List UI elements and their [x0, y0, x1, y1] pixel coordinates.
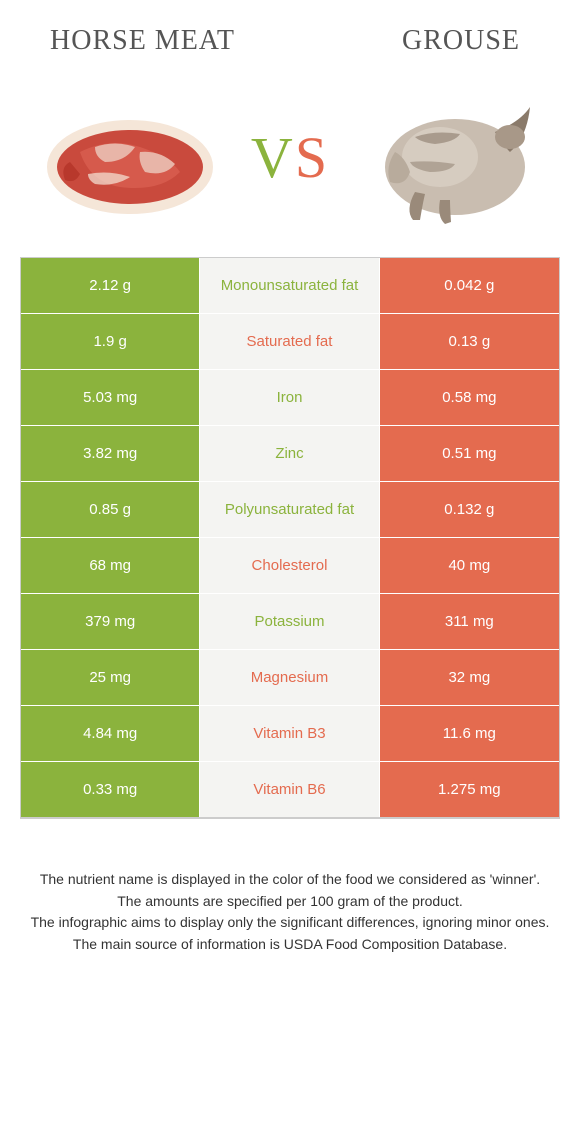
cell-nutrient-label: Monounsaturated fat — [200, 258, 379, 313]
cell-left-value: 68 mg — [21, 538, 200, 593]
cell-right-value: 0.58 mg — [380, 370, 559, 425]
title-right: GROUSE — [402, 25, 520, 57]
cell-left-value: 5.03 mg — [21, 370, 200, 425]
footnotes: The nutrient name is displayed in the co… — [20, 869, 560, 956]
cell-right-value: 0.51 mg — [380, 426, 559, 481]
footnote-line: The nutrient name is displayed in the co… — [20, 869, 560, 891]
table-row: 0.85 gPolyunsaturated fat0.132 g — [21, 482, 559, 538]
cell-nutrient-label: Vitamin B6 — [200, 762, 379, 817]
cell-nutrient-label: Zinc — [200, 426, 379, 481]
title-left: HORSE MEAT — [50, 25, 235, 57]
nutrient-table: 2.12 gMonounsaturated fat0.042 g1.9 gSat… — [20, 257, 560, 819]
vs-row: VS — [0, 62, 580, 257]
cell-left-value: 0.85 g — [21, 482, 200, 537]
vs-label: VS — [251, 124, 329, 191]
cell-right-value: 0.042 g — [380, 258, 559, 313]
cell-nutrient-label: Saturated fat — [200, 314, 379, 369]
cell-nutrient-label: Cholesterol — [200, 538, 379, 593]
table-row: 1.9 gSaturated fat0.13 g — [21, 314, 559, 370]
food-image-right — [350, 82, 550, 232]
vs-v: V — [251, 125, 295, 190]
cell-left-value: 2.12 g — [21, 258, 200, 313]
table-row: 4.84 mgVitamin B311.6 mg — [21, 706, 559, 762]
cell-left-value: 3.82 mg — [21, 426, 200, 481]
table-row: 5.03 mgIron0.58 mg — [21, 370, 559, 426]
cell-right-value: 0.13 g — [380, 314, 559, 369]
cell-right-value: 32 mg — [380, 650, 559, 705]
cell-right-value: 1.275 mg — [380, 762, 559, 817]
cell-left-value: 25 mg — [21, 650, 200, 705]
cell-right-value: 11.6 mg — [380, 706, 559, 761]
table-row: 0.33 mgVitamin B61.275 mg — [21, 762, 559, 818]
vs-s: S — [295, 125, 329, 190]
table-row: 2.12 gMonounsaturated fat0.042 g — [21, 258, 559, 314]
cell-left-value: 4.84 mg — [21, 706, 200, 761]
cell-nutrient-label: Potassium — [200, 594, 379, 649]
cell-left-value: 379 mg — [21, 594, 200, 649]
table-row: 68 mgCholesterol40 mg — [21, 538, 559, 594]
footnote-line: The amounts are specified per 100 gram o… — [20, 891, 560, 913]
cell-left-value: 1.9 g — [21, 314, 200, 369]
cell-right-value: 311 mg — [380, 594, 559, 649]
table-row: 25 mgMagnesium32 mg — [21, 650, 559, 706]
cell-nutrient-label: Magnesium — [200, 650, 379, 705]
cell-left-value: 0.33 mg — [21, 762, 200, 817]
cell-right-value: 0.132 g — [380, 482, 559, 537]
table-row: 3.82 mgZinc0.51 mg — [21, 426, 559, 482]
food-image-left — [30, 82, 230, 232]
cell-nutrient-label: Polyunsaturated fat — [200, 482, 379, 537]
cell-right-value: 40 mg — [380, 538, 559, 593]
cell-nutrient-label: Vitamin B3 — [200, 706, 379, 761]
table-row: 379 mgPotassium311 mg — [21, 594, 559, 650]
cell-nutrient-label: Iron — [200, 370, 379, 425]
footnote-line: The infographic aims to display only the… — [20, 912, 560, 934]
footnote-line: The main source of information is USDA F… — [20, 934, 560, 956]
titles-row: HORSE MEAT GROUSE — [0, 0, 580, 62]
